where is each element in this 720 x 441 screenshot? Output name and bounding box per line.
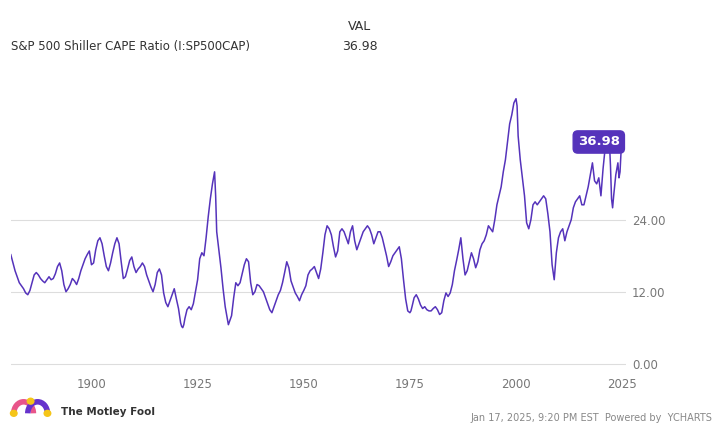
- Text: 36.98: 36.98: [342, 40, 378, 52]
- Circle shape: [27, 398, 34, 404]
- Text: 36.98: 36.98: [578, 135, 620, 149]
- Text: The Motley Fool: The Motley Fool: [61, 407, 156, 417]
- Circle shape: [11, 411, 17, 416]
- Text: Jan 17, 2025, 9:20 PM EST  Powered by  YCHARTS: Jan 17, 2025, 9:20 PM EST Powered by YCH…: [471, 413, 713, 423]
- Circle shape: [44, 411, 50, 416]
- Text: VAL: VAL: [348, 20, 372, 33]
- Text: S&P 500 Shiller CAPE Ratio (I:SP500CAP): S&P 500 Shiller CAPE Ratio (I:SP500CAP): [11, 40, 250, 52]
